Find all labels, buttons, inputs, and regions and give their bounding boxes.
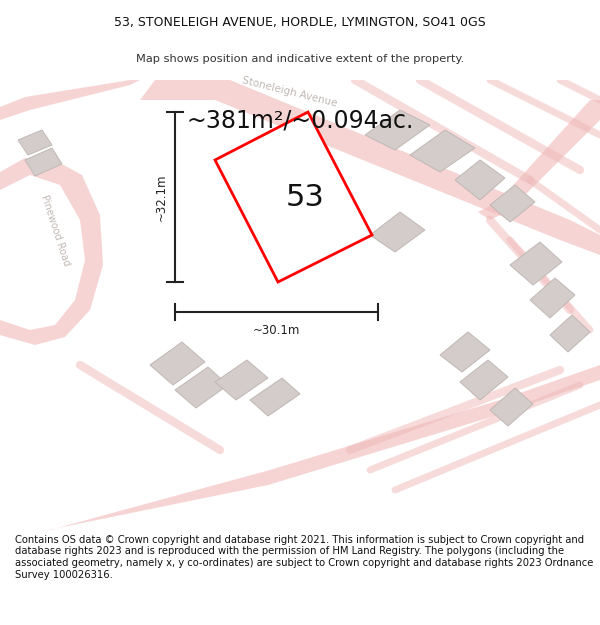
Polygon shape	[365, 110, 430, 150]
Polygon shape	[0, 158, 103, 345]
Text: ~32.1m: ~32.1m	[155, 173, 167, 221]
Polygon shape	[250, 378, 300, 416]
Text: Map shows position and indicative extent of the property.: Map shows position and indicative extent…	[136, 54, 464, 64]
Polygon shape	[18, 130, 52, 155]
Polygon shape	[490, 185, 535, 222]
Polygon shape	[0, 80, 140, 120]
Polygon shape	[550, 315, 590, 352]
Polygon shape	[175, 367, 228, 408]
Polygon shape	[530, 278, 575, 318]
Polygon shape	[455, 160, 505, 200]
Polygon shape	[150, 342, 205, 385]
Polygon shape	[460, 360, 508, 400]
Text: ~30.1m: ~30.1m	[253, 324, 300, 336]
Polygon shape	[370, 212, 425, 252]
Text: 53: 53	[286, 182, 325, 212]
Text: Pinewood Road: Pinewood Road	[39, 193, 71, 267]
Polygon shape	[215, 112, 372, 282]
Polygon shape	[215, 360, 268, 400]
Polygon shape	[478, 100, 600, 220]
Polygon shape	[48, 365, 600, 530]
Text: ~381m²/~0.094ac.: ~381m²/~0.094ac.	[187, 108, 413, 132]
Polygon shape	[140, 80, 600, 255]
Polygon shape	[440, 332, 490, 372]
Polygon shape	[25, 148, 62, 176]
Polygon shape	[490, 388, 533, 426]
Text: 53, STONELEIGH AVENUE, HORDLE, LYMINGTON, SO41 0GS: 53, STONELEIGH AVENUE, HORDLE, LYMINGTON…	[114, 16, 486, 29]
Polygon shape	[510, 242, 562, 285]
Text: Stoneleigh Avenue: Stoneleigh Avenue	[241, 76, 338, 109]
Polygon shape	[410, 130, 475, 172]
Text: Contains OS data © Crown copyright and database right 2021. This information is : Contains OS data © Crown copyright and d…	[15, 535, 593, 579]
